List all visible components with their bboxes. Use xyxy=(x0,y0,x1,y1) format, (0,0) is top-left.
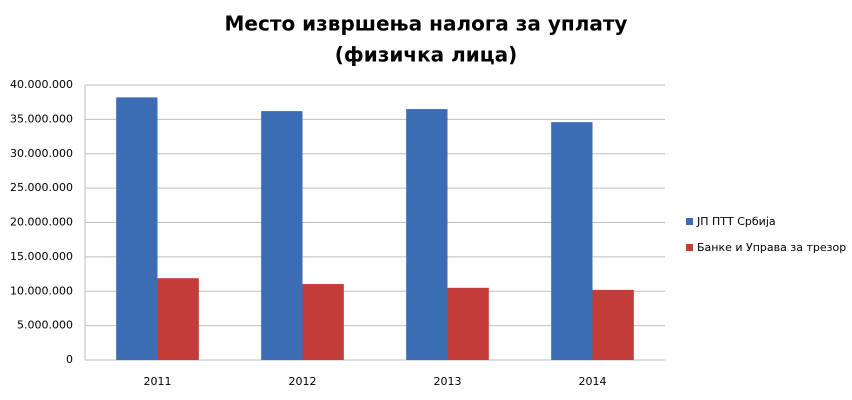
bar xyxy=(592,289,634,360)
y-tick-label: 5.000.000 xyxy=(17,319,73,332)
legend-label: ЈП ПТТ Србија xyxy=(696,215,776,228)
x-tick-label: 2011 xyxy=(144,375,172,388)
chart-title: Место извршења налога за уплату xyxy=(225,12,628,36)
bar xyxy=(116,97,158,360)
y-tick-label: 35.000.000 xyxy=(10,112,73,125)
chart-subtitle: (физичка лица) xyxy=(335,43,518,67)
y-tick-label: 15.000.000 xyxy=(10,250,73,263)
legend-swatch xyxy=(686,244,693,251)
x-tick-label: 2014 xyxy=(579,375,607,388)
bar xyxy=(406,109,448,360)
legend-label: Банке и Управа за трезор xyxy=(697,241,846,254)
x-tick-label: 2012 xyxy=(289,375,317,388)
bar xyxy=(447,287,489,360)
bar xyxy=(157,278,199,360)
x-tick-label: 2013 xyxy=(434,375,462,388)
bar xyxy=(261,111,303,360)
y-tick-label: 40.000.000 xyxy=(10,78,73,91)
y-tick-label: 20.000.000 xyxy=(10,216,73,229)
legend-swatch xyxy=(686,218,693,225)
y-tick-label: 10.000.000 xyxy=(10,284,73,297)
y-tick-label: 25.000.000 xyxy=(10,181,73,194)
bar xyxy=(551,122,593,360)
y-tick-label: 0 xyxy=(66,353,73,366)
bar xyxy=(302,284,344,360)
y-tick-label: 30.000.000 xyxy=(10,147,73,160)
